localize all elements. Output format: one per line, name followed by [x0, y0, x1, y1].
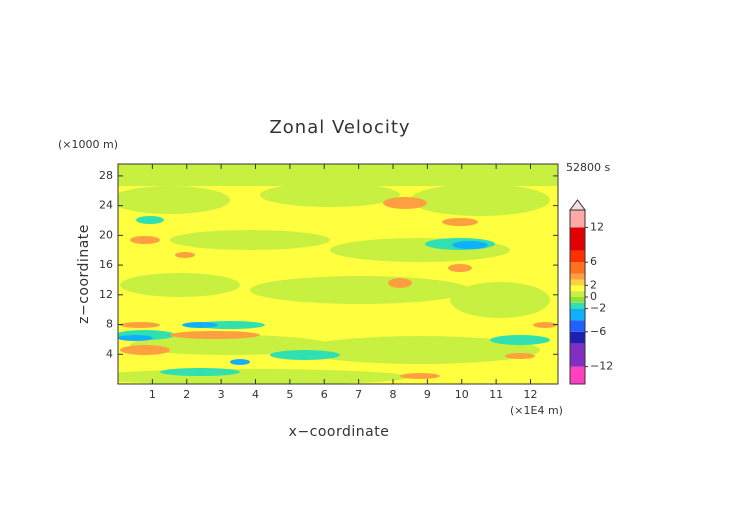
colorbar-band: [570, 366, 585, 384]
x-tick-label: 9: [424, 388, 431, 401]
y-tick-label: 8: [106, 318, 113, 331]
colorbar-tick-label: 2: [590, 278, 597, 291]
y-unit: (×1000 m): [58, 138, 118, 151]
colorbar-tick-label: 12: [590, 220, 604, 233]
y-tick-label: 24: [99, 199, 113, 212]
y-tick-label: 28: [99, 169, 113, 182]
colorbar-band: [570, 302, 585, 309]
colorbar-arrow: [569, 199, 586, 211]
colorbar-band: [570, 262, 585, 274]
x-tick-label: 12: [524, 388, 538, 401]
colorbar-band: [570, 320, 585, 332]
colorbar-band: [570, 273, 585, 280]
contour-field: [118, 164, 558, 384]
x-tick-label: 3: [218, 388, 225, 401]
x-axis-label: x−coordinate: [289, 424, 390, 440]
time-label: 52800 s: [566, 161, 610, 174]
x-tick-label: 10: [455, 388, 469, 401]
colorbar-band: [570, 343, 585, 367]
x-tick-label: 5: [286, 388, 293, 401]
x-tick-label: 1: [149, 388, 156, 401]
colorbar-band: [570, 331, 585, 344]
y-tick-label: 4: [106, 347, 113, 360]
colorbar-band: [570, 250, 585, 263]
y-tick-label: 20: [99, 228, 113, 241]
colorbar-band: [570, 297, 585, 303]
x-unit: (×1E4 m): [510, 404, 563, 417]
y-tick-label: 16: [99, 258, 113, 271]
colorbar-tick-label: 0: [590, 290, 597, 303]
colorbar-band: [570, 308, 585, 321]
colorbar-band: [570, 210, 585, 228]
colorbar-band: [570, 227, 585, 251]
colorbar-tick-label: 6: [590, 255, 597, 268]
chart-title: Zonal Velocity: [269, 117, 410, 138]
y-tick-label: 12: [99, 288, 113, 301]
x-tick-label: 11: [489, 388, 503, 401]
colorbar-band: [570, 285, 585, 292]
x-tick-label: 6: [321, 388, 328, 401]
x-tick-label: 4: [252, 388, 259, 401]
colorbar-tick-label: −2: [590, 302, 606, 315]
y-axis-label: z−coordinate: [76, 224, 92, 324]
colorbar-band: [570, 291, 585, 297]
plot-frame: [117, 163, 559, 385]
colorbar-tick-label: −6: [590, 325, 606, 338]
x-tick-label: 8: [390, 388, 397, 401]
x-tick-label: 7: [355, 388, 362, 401]
colorbar-tick-label: −12: [590, 360, 613, 373]
x-tick-label: 2: [183, 388, 190, 401]
colorbar-band: [570, 279, 585, 286]
